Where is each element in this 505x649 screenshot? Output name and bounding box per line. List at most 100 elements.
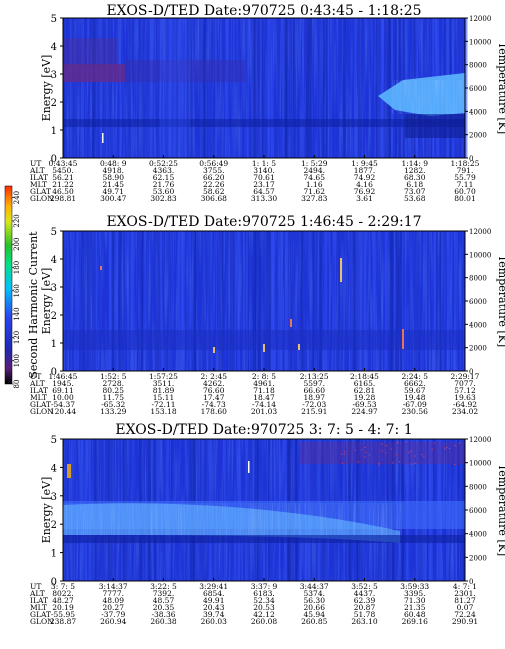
streak — [264, 231, 266, 371]
streak — [186, 18, 190, 158]
y2tick-label: 6000 — [469, 507, 487, 515]
streak — [358, 18, 362, 158]
speck — [446, 447, 448, 449]
streak — [426, 231, 429, 371]
table-cell: 21.45 — [103, 180, 125, 189]
table-cell: 64.57 — [253, 187, 275, 196]
streak — [189, 231, 191, 371]
streak — [131, 231, 134, 371]
table-cell: 2:29:17 — [451, 372, 480, 381]
streak — [144, 231, 147, 371]
streak — [312, 231, 315, 371]
streak — [454, 231, 457, 371]
table-cell: 73.07 — [404, 187, 426, 196]
table-cell: 74.92 — [354, 173, 376, 182]
table-cell: 8022. — [52, 589, 73, 598]
colorbar-tick-label: 240 — [13, 191, 21, 204]
spike-mark — [67, 464, 71, 478]
streak — [310, 231, 312, 371]
streak — [324, 231, 328, 371]
table-cell: 11.75 — [103, 393, 125, 402]
speck — [410, 450, 412, 452]
table-cell: 71.30 — [404, 596, 426, 605]
ytick-label: 4 — [51, 463, 57, 474]
table-cell: 71.18 — [253, 386, 275, 395]
table-cell: 1:18:25 — [451, 159, 480, 168]
table-cell: 74.65 — [304, 173, 326, 182]
table-cell: 2:13:25 — [300, 372, 329, 381]
streak — [92, 18, 95, 158]
table-cell: 224.97 — [351, 407, 377, 416]
ytick-label: 3 — [51, 492, 57, 503]
table-cell: 20.43 — [203, 603, 225, 612]
table-cell: 7392. — [153, 589, 174, 598]
streak — [220, 18, 222, 158]
y2tick-label: 12000 — [469, 436, 491, 444]
streak — [271, 18, 273, 158]
table-cell: 17.47 — [203, 393, 225, 402]
table-cell: 81.89 — [153, 386, 175, 395]
table-cell: 230.56 — [402, 407, 428, 416]
speck — [364, 456, 366, 458]
y2tick-label: 8000 — [469, 62, 487, 70]
streak — [253, 18, 256, 158]
table-cell: 18.47 — [253, 393, 275, 402]
streak — [292, 18, 293, 158]
speck — [381, 443, 383, 445]
streak — [387, 18, 391, 158]
ytick-label: 3 — [51, 283, 57, 294]
streak — [398, 231, 400, 371]
streak — [104, 18, 106, 158]
speck — [431, 448, 433, 450]
table-cell: 3755. — [203, 166, 224, 175]
y2tick-label: 12000 — [469, 15, 491, 23]
streak — [247, 18, 249, 158]
table-cell: 1: 5:29 — [301, 159, 328, 168]
row-label: GLAT — [30, 400, 51, 409]
streak — [107, 18, 110, 158]
table-cell: 300.47 — [100, 194, 126, 203]
table-cell: 55.79 — [454, 173, 476, 182]
table-cell: 51.78 — [354, 610, 376, 619]
colorbar-tick-label: 160 — [13, 284, 21, 297]
y2-axis-label: Temperature [K] — [496, 42, 505, 134]
speck — [423, 455, 425, 457]
table-cell: 269.16 — [402, 617, 428, 626]
streak — [221, 18, 223, 158]
streak — [278, 18, 280, 158]
streak — [389, 231, 393, 371]
streak — [302, 18, 305, 158]
y2-axis-label: Temperature [K] — [496, 255, 505, 347]
streak — [66, 231, 68, 371]
table-cell: 0.07 — [457, 603, 474, 612]
ytick-label: 5 — [51, 14, 57, 25]
table-cell: 178.60 — [201, 407, 227, 416]
streak — [287, 231, 289, 371]
speck — [405, 441, 407, 443]
table-cell: 260.03 — [201, 617, 227, 626]
table-cell: 3395. — [404, 589, 425, 598]
table-cell: 263.10 — [351, 617, 377, 626]
streak — [222, 231, 224, 371]
streak — [149, 18, 152, 158]
streak — [227, 231, 229, 371]
speck — [408, 452, 410, 454]
speck — [398, 461, 400, 463]
streak — [97, 18, 99, 158]
streak — [357, 231, 360, 371]
table-cell: 19.48 — [404, 393, 426, 402]
streak — [95, 231, 97, 371]
streak — [156, 18, 157, 158]
table-cell: 2494. — [304, 166, 325, 175]
white-spot — [248, 461, 250, 473]
streak — [233, 231, 236, 371]
speck — [343, 451, 345, 453]
table-cell: 3:29:41 — [199, 582, 228, 591]
streak — [270, 231, 274, 371]
streak — [76, 231, 79, 371]
table-cell: 49.71 — [103, 187, 124, 196]
streak — [355, 231, 359, 371]
ytick-label: 0 — [51, 154, 57, 165]
ytick-label: 0 — [51, 367, 57, 378]
ytick-label: 0 — [51, 577, 57, 588]
